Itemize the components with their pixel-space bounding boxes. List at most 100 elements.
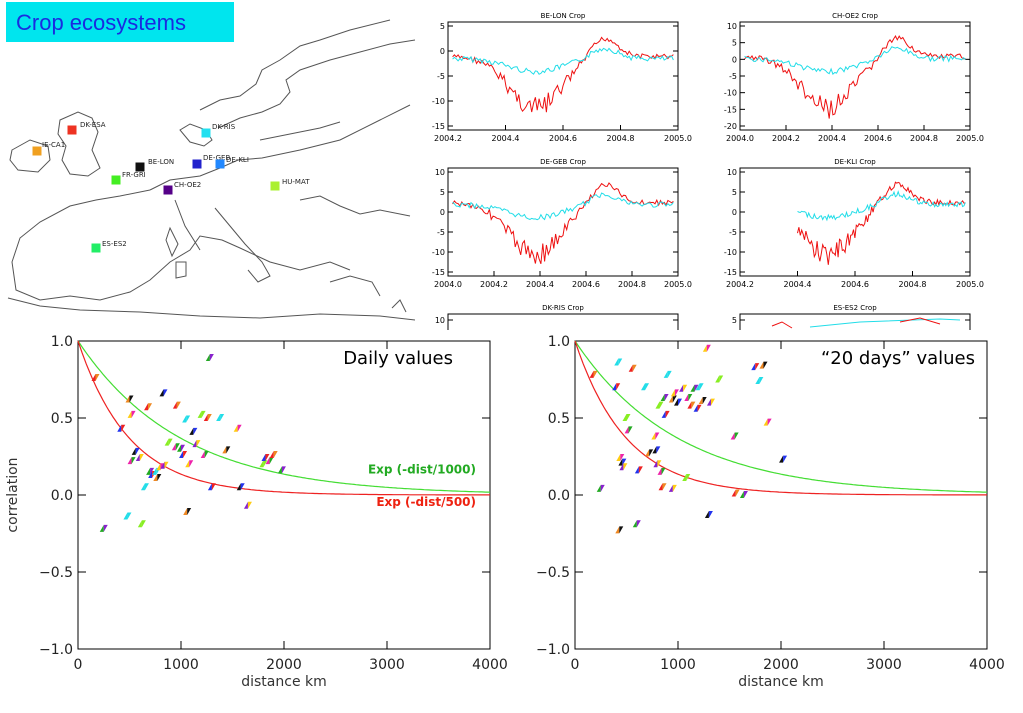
data-point-half — [131, 410, 136, 418]
x-tick-label: 2004.4 — [818, 134, 846, 143]
data-point-half — [183, 450, 188, 458]
x-axis-label: distance km — [241, 674, 327, 690]
data-point — [164, 438, 173, 446]
data-point-half — [667, 370, 672, 378]
data-point-half — [619, 463, 624, 471]
data-point-half — [683, 384, 688, 392]
data-point-half — [160, 461, 165, 469]
data-point-half — [693, 404, 698, 412]
data-point — [670, 389, 679, 397]
data-point-half — [679, 384, 684, 392]
data-point-half — [117, 424, 122, 432]
data-point-half — [269, 457, 274, 465]
fit-curve — [574, 340, 988, 493]
data-point-half — [628, 364, 633, 372]
y-tick-label: -10 — [432, 97, 445, 106]
data-point-half — [628, 426, 633, 434]
data-point-half — [209, 353, 214, 361]
data-point-half — [719, 375, 724, 383]
data-point-half — [273, 450, 278, 458]
data-point-half — [702, 344, 707, 352]
data-point-half — [684, 393, 689, 401]
data-point-half — [135, 454, 140, 462]
x-tick-label: 2004.8 — [618, 280, 646, 289]
y-tick-label: 5 — [732, 39, 737, 48]
data-point — [160, 461, 169, 469]
data-point — [715, 375, 724, 383]
x-tick-label: 2005.0 — [956, 280, 984, 289]
data-point — [171, 443, 180, 451]
data-point-half — [148, 403, 153, 411]
data-point — [645, 449, 654, 457]
data-point-half — [163, 389, 168, 397]
data-point-half — [127, 512, 132, 520]
data-point-half — [201, 410, 206, 418]
data-point-half — [164, 438, 169, 446]
data-point-half — [678, 398, 682, 406]
site-label: ES-ES2 — [102, 240, 127, 248]
y-tick-label: 10 — [727, 168, 737, 177]
coastline-1 — [9, 139, 51, 173]
data-point-half — [181, 444, 185, 452]
data-point-half — [763, 361, 768, 369]
data-point-half — [131, 457, 136, 465]
data-point-half — [203, 414, 208, 421]
data-point — [655, 401, 664, 409]
data-point-half — [596, 484, 601, 492]
data-point — [135, 454, 144, 462]
data-point-half — [196, 440, 201, 448]
data-point-half — [127, 410, 132, 418]
coastline-6 — [165, 226, 179, 258]
y-tick-label: -15 — [432, 122, 445, 131]
data-point — [634, 466, 643, 474]
data-point-half — [152, 467, 157, 475]
data-point — [614, 358, 623, 366]
data-point-half — [634, 466, 639, 474]
data-point-half — [672, 395, 677, 403]
data-point-half — [171, 443, 176, 451]
data-point — [668, 484, 677, 492]
data-point-half — [216, 414, 221, 421]
observed-series-line — [797, 181, 966, 265]
data-point-half — [129, 395, 134, 403]
subplot-frame — [739, 21, 971, 131]
data-point — [706, 398, 715, 406]
y-tick-label: −0.5 — [39, 565, 73, 581]
data-point-half — [661, 410, 666, 418]
coastline-11 — [199, 19, 391, 111]
x-tick-label: 2004.4 — [784, 280, 812, 289]
data-point-half — [674, 398, 678, 406]
data-point-half — [632, 520, 637, 528]
data-point-half — [141, 520, 146, 528]
y-tick-label: -5 — [437, 72, 445, 81]
data-point-half — [193, 427, 198, 435]
site-marker — [192, 159, 202, 169]
data-point — [622, 414, 631, 421]
data-point — [197, 410, 206, 418]
data-point — [657, 467, 666, 475]
data-point-half — [616, 383, 621, 391]
observed-series-line — [771, 317, 941, 329]
y-tick-label: -5 — [437, 228, 445, 237]
data-point-half — [670, 389, 675, 397]
data-point — [759, 361, 768, 369]
fit-curve — [574, 340, 987, 496]
data-point-half — [192, 440, 197, 448]
data-point-half — [589, 370, 594, 378]
coastline-10 — [217, 39, 416, 129]
data-point-half — [645, 449, 650, 457]
data-point — [189, 427, 198, 435]
y-tick-label: 0.5 — [51, 411, 73, 427]
data-point-half — [664, 393, 669, 401]
y-tick-label: 5 — [732, 188, 737, 197]
data-point-half — [759, 377, 764, 385]
y-tick-label: -10 — [432, 248, 445, 257]
y-tick-label: -5 — [729, 228, 737, 237]
data-point-half — [622, 414, 627, 421]
subplot-title: CH-OE2 Crop — [832, 12, 878, 20]
data-point-half — [177, 444, 181, 452]
data-point — [177, 444, 185, 452]
data-point-half — [682, 474, 687, 482]
data-point-half — [706, 398, 711, 406]
data-point — [658, 483, 667, 491]
